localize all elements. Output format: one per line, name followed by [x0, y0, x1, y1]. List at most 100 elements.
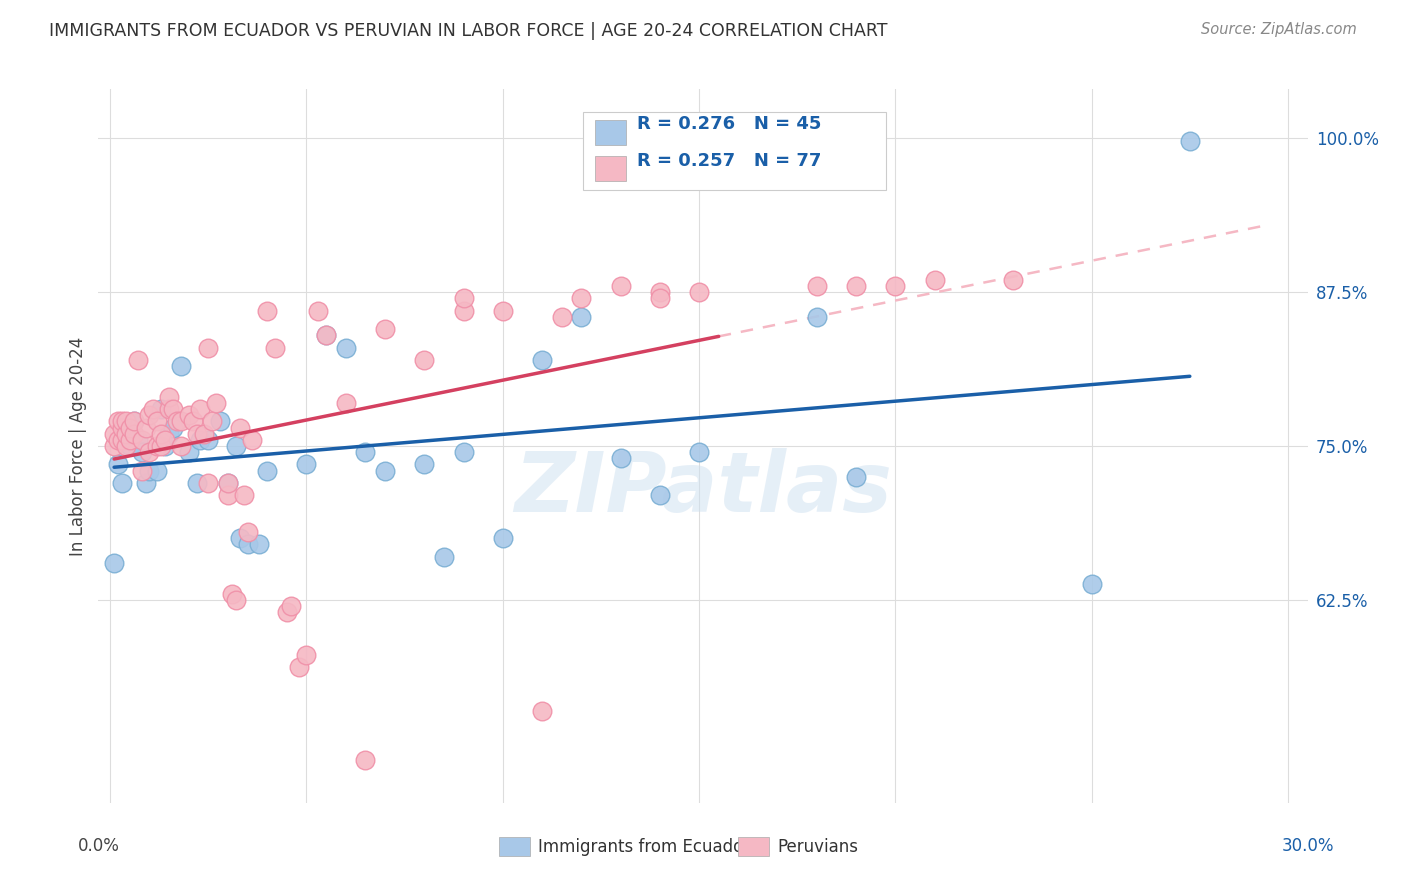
Point — [256, 464, 278, 478]
Point — [103, 439, 125, 453]
Point — [924, 273, 946, 287]
Point — [236, 537, 259, 551]
Y-axis label: In Labor Force | Age 20-24: In Labor Force | Age 20-24 — [69, 336, 87, 556]
Point — [146, 464, 169, 478]
Point — [453, 445, 475, 459]
Point — [118, 433, 141, 447]
Point — [550, 310, 572, 324]
Point — [884, 279, 907, 293]
Point — [146, 439, 169, 453]
Point — [162, 402, 184, 417]
Point — [217, 475, 239, 490]
Point — [531, 704, 554, 718]
Point — [806, 310, 828, 324]
Point — [142, 402, 165, 417]
Point — [276, 605, 298, 619]
Point — [197, 475, 219, 490]
Point — [433, 549, 456, 564]
Point — [118, 439, 141, 453]
Text: 30.0%: 30.0% — [1281, 837, 1334, 855]
Text: Source: ZipAtlas.com: Source: ZipAtlas.com — [1201, 22, 1357, 37]
Point — [115, 426, 138, 441]
Point — [115, 414, 138, 428]
Point — [335, 396, 357, 410]
Point — [531, 352, 554, 367]
Point — [177, 445, 200, 459]
Point — [453, 291, 475, 305]
Point — [127, 433, 149, 447]
Point — [1080, 576, 1102, 591]
Point — [166, 414, 188, 428]
Point — [135, 475, 157, 490]
Point — [138, 464, 160, 478]
Point — [103, 426, 125, 441]
Point — [1178, 134, 1201, 148]
Point — [264, 341, 287, 355]
Point — [197, 433, 219, 447]
Point — [201, 414, 224, 428]
Point — [150, 426, 173, 441]
Point — [103, 556, 125, 570]
Text: IMMIGRANTS FROM ECUADOR VS PERUVIAN IN LABOR FORCE | AGE 20-24 CORRELATION CHART: IMMIGRANTS FROM ECUADOR VS PERUVIAN IN L… — [49, 22, 887, 40]
Point — [225, 592, 247, 607]
Point — [138, 445, 160, 459]
Point — [146, 414, 169, 428]
Point — [688, 285, 710, 300]
Point — [569, 291, 592, 305]
Point — [193, 426, 215, 441]
Point — [453, 303, 475, 318]
Point — [240, 433, 263, 447]
Point — [280, 599, 302, 613]
Text: 0.0%: 0.0% — [77, 837, 120, 855]
Point — [138, 409, 160, 423]
Point — [609, 451, 631, 466]
Point — [153, 433, 176, 447]
Point — [107, 433, 129, 447]
Point — [170, 414, 193, 428]
Text: Peruvians: Peruvians — [778, 838, 859, 855]
Point — [197, 341, 219, 355]
Point — [111, 433, 134, 447]
Point — [157, 390, 180, 404]
Point — [229, 420, 252, 434]
Point — [153, 439, 176, 453]
Point — [122, 414, 145, 428]
Point — [315, 328, 337, 343]
Point — [190, 433, 212, 447]
Point — [157, 426, 180, 441]
Text: Immigrants from Ecuador: Immigrants from Ecuador — [538, 838, 751, 855]
Point — [492, 531, 515, 545]
Point — [131, 433, 153, 447]
Point — [232, 488, 254, 502]
Point — [111, 420, 134, 434]
Point — [217, 488, 239, 502]
Point — [115, 439, 138, 453]
Point — [190, 402, 212, 417]
Point — [492, 303, 515, 318]
Point — [205, 396, 228, 410]
Point — [354, 445, 377, 459]
Point — [374, 464, 396, 478]
Point — [127, 352, 149, 367]
Point — [413, 458, 436, 472]
Point — [157, 402, 180, 417]
Point — [256, 303, 278, 318]
Point — [247, 537, 270, 551]
Point — [845, 279, 868, 293]
Text: R = 0.257   N = 77: R = 0.257 N = 77 — [637, 153, 821, 170]
Point — [806, 279, 828, 293]
Point — [287, 660, 309, 674]
Point — [845, 469, 868, 483]
Point — [150, 402, 173, 417]
Point — [295, 648, 318, 662]
Point — [122, 426, 145, 441]
Point — [162, 420, 184, 434]
Point — [186, 475, 208, 490]
Point — [170, 439, 193, 453]
Point — [131, 445, 153, 459]
Point — [118, 420, 141, 434]
Point — [374, 322, 396, 336]
Point — [107, 458, 129, 472]
Point — [648, 291, 671, 305]
Point — [335, 341, 357, 355]
